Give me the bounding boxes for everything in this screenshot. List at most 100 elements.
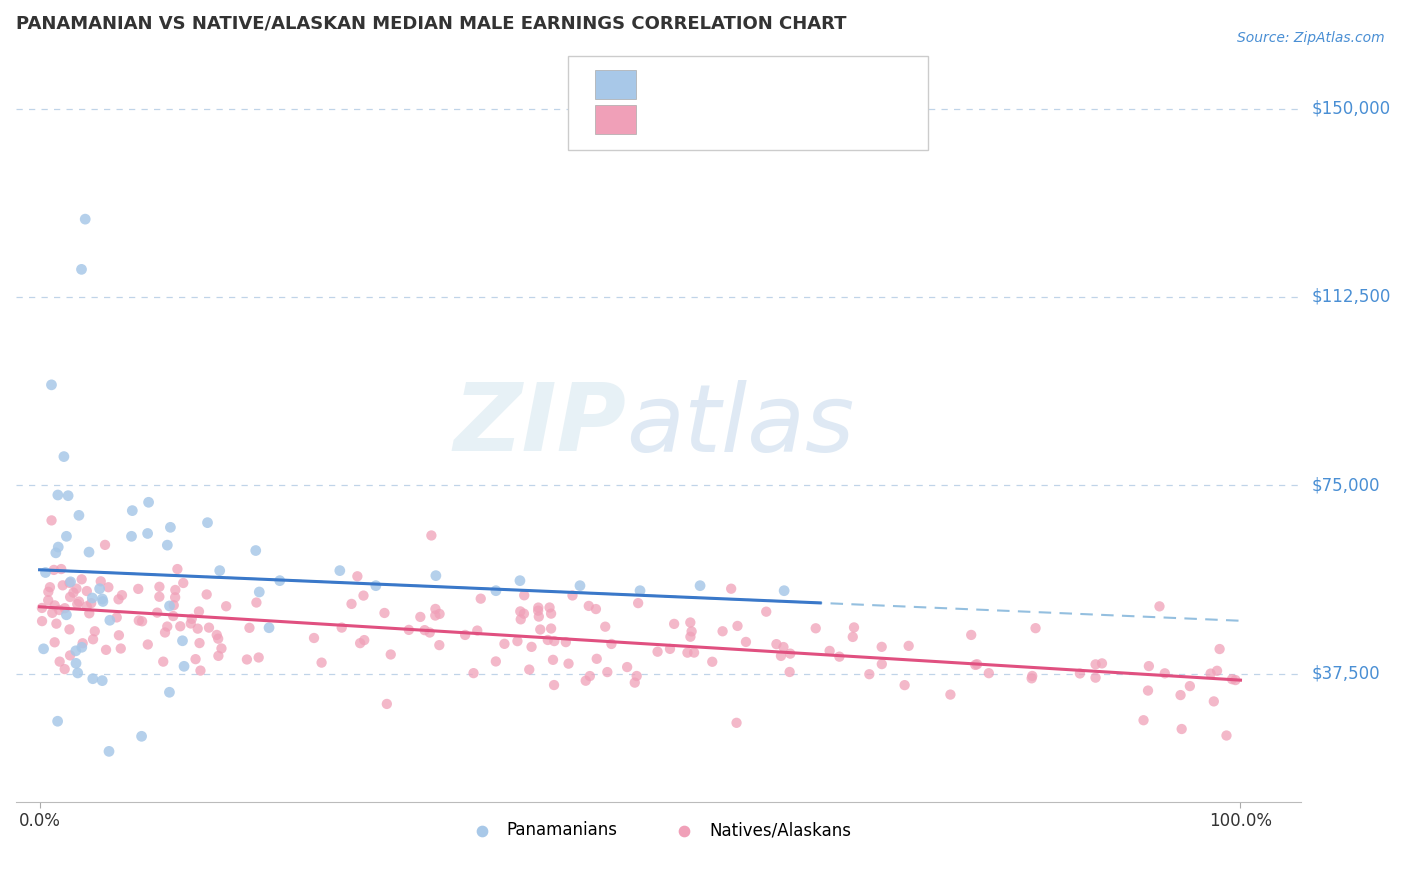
- Point: [755, 605, 778, 619]
- Point: [419, 625, 441, 640]
- Point: [1170, 688, 1192, 702]
- Point: [48, 603, 70, 617]
- Point: [82, 672, 104, 686]
- Point: [59, 590, 82, 604]
- Point: [72, 636, 94, 650]
- Point: [48, 655, 70, 669]
- Point: [58, 575, 80, 590]
- Point: [346, 569, 368, 583]
- Point: [425, 568, 447, 582]
- Point: [659, 641, 682, 656]
- Point: [195, 587, 218, 601]
- Point: [82, 632, 104, 647]
- Point: [51, 562, 73, 576]
- Point: [1199, 666, 1222, 681]
- Text: PANAMANIAN VS NATIVE/ALASKAN MEDIAN MALE EARNINGS CORRELATION CHART: PANAMANIAN VS NATIVE/ALASKAN MEDIAN MALE…: [15, 15, 846, 33]
- Point: [31, 601, 53, 615]
- Point: [616, 660, 638, 674]
- Point: [765, 637, 787, 651]
- Point: [245, 543, 267, 558]
- Point: [828, 649, 851, 664]
- Point: [720, 582, 742, 596]
- Point: [247, 650, 270, 665]
- Point: [184, 652, 207, 666]
- Point: [165, 582, 187, 597]
- Point: [1132, 713, 1154, 727]
- Point: [83, 624, 105, 639]
- Point: [121, 529, 143, 543]
- Point: [77, 545, 100, 559]
- Point: [689, 579, 711, 593]
- Point: [676, 646, 699, 660]
- Point: [91, 673, 114, 688]
- Point: [44, 599, 66, 613]
- Point: [893, 678, 915, 692]
- Point: [575, 673, 598, 688]
- Point: [509, 574, 531, 588]
- Point: [517, 663, 540, 677]
- Point: [773, 583, 796, 598]
- Point: [537, 632, 560, 647]
- Point: [527, 600, 550, 615]
- Point: [485, 583, 508, 598]
- FancyBboxPatch shape: [568, 56, 928, 150]
- Point: [870, 657, 893, 672]
- Point: [494, 637, 516, 651]
- Point: [626, 669, 648, 683]
- Point: [152, 655, 174, 669]
- Point: [166, 562, 188, 576]
- Point: [939, 688, 962, 702]
- Point: [173, 659, 195, 673]
- Point: [58, 623, 80, 637]
- Point: [65, 657, 87, 671]
- Point: [80, 596, 103, 610]
- Text: ZIP: ZIP: [453, 379, 626, 471]
- Point: [353, 633, 375, 648]
- Point: [513, 607, 536, 621]
- Point: [593, 620, 616, 634]
- Point: [302, 631, 325, 645]
- Point: [540, 622, 562, 636]
- Point: [409, 610, 432, 624]
- Point: [187, 622, 209, 636]
- Point: [1225, 673, 1247, 687]
- Point: [105, 610, 128, 624]
- FancyBboxPatch shape: [595, 70, 636, 99]
- Point: [897, 639, 920, 653]
- Point: [41, 513, 63, 527]
- Point: [679, 615, 702, 630]
- Point: [1202, 694, 1225, 708]
- Point: [579, 669, 602, 683]
- Point: [540, 607, 562, 621]
- Point: [627, 596, 650, 610]
- Point: [463, 666, 485, 681]
- Point: [247, 585, 270, 599]
- Point: [465, 624, 488, 638]
- Point: [330, 621, 353, 635]
- Point: [52, 578, 75, 592]
- Point: [647, 645, 669, 659]
- Point: [45, 546, 67, 560]
- Point: [1149, 599, 1171, 614]
- Point: [1153, 666, 1175, 681]
- Point: [153, 625, 176, 640]
- Point: [1021, 669, 1043, 683]
- Point: [59, 648, 82, 663]
- Point: [413, 623, 436, 637]
- Point: [340, 597, 363, 611]
- Point: [148, 580, 170, 594]
- Point: [46, 540, 69, 554]
- Point: [98, 744, 121, 758]
- Point: [136, 526, 159, 541]
- Point: [180, 616, 202, 631]
- Point: [380, 648, 402, 662]
- Point: [269, 574, 291, 588]
- Text: N =: N =: [790, 76, 831, 94]
- Point: [364, 579, 387, 593]
- Point: [965, 657, 987, 672]
- Point: [1137, 659, 1160, 673]
- Text: -0.040: -0.040: [703, 76, 768, 94]
- Point: [138, 495, 160, 509]
- Point: [46, 714, 69, 729]
- Point: [1084, 657, 1107, 672]
